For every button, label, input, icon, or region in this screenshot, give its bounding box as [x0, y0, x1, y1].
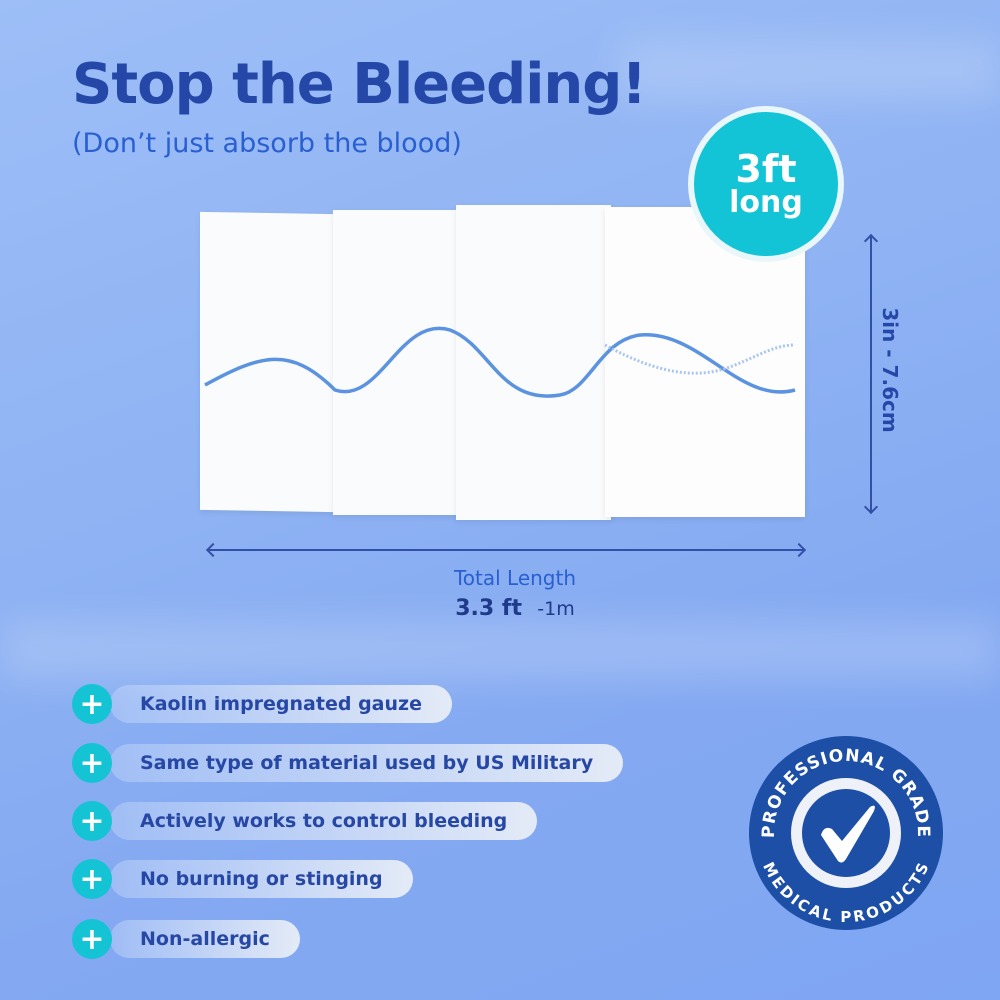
- feature-label: Actively works to control bleeding: [110, 802, 538, 840]
- arrow-left-icon: [205, 542, 221, 558]
- subheadline: (Don’t just absorb the blood): [72, 128, 462, 159]
- feature-label: Non-allergic: [110, 920, 300, 958]
- length-value-row: 3.3 ft -1m: [0, 596, 1000, 621]
- professional-grade-seal: PROFESSIONAL GRADE MEDICAL PRODUCTS: [749, 736, 943, 930]
- plus-icon: +: [72, 859, 112, 899]
- plus-icon: +: [72, 684, 112, 724]
- arrow-down-icon: [863, 499, 879, 515]
- length-badge-value: 3ft: [735, 147, 797, 191]
- checkmark-icon: [821, 805, 875, 863]
- length-badge: 3ft long: [688, 106, 844, 262]
- headline: Stop the Bleeding!: [72, 52, 647, 117]
- arrow-up-icon: [863, 233, 879, 249]
- feature-label: No burning or stinging: [110, 860, 413, 898]
- background-streak: [0, 620, 1000, 680]
- length-value: 3.3 ft: [455, 596, 522, 621]
- length-badge-unit: long: [729, 185, 803, 220]
- feature-label: Same type of material used by US Militar…: [110, 744, 624, 782]
- plus-icon: +: [72, 919, 112, 959]
- plus-icon: +: [72, 743, 112, 783]
- gauze-product-image: [200, 205, 810, 525]
- arrow-right-icon: [791, 542, 807, 558]
- plus-icon: +: [72, 801, 112, 841]
- width-label: 3in - 7.6cm: [878, 307, 902, 433]
- length-title: Total Length: [453, 566, 577, 590]
- length-dimension-line: [207, 549, 805, 551]
- background-streak: [620, 40, 1000, 100]
- width-dimension-line: [870, 235, 872, 513]
- length-metric: -1m: [537, 598, 575, 620]
- feature-label: Kaolin impregnated gauze: [110, 685, 452, 723]
